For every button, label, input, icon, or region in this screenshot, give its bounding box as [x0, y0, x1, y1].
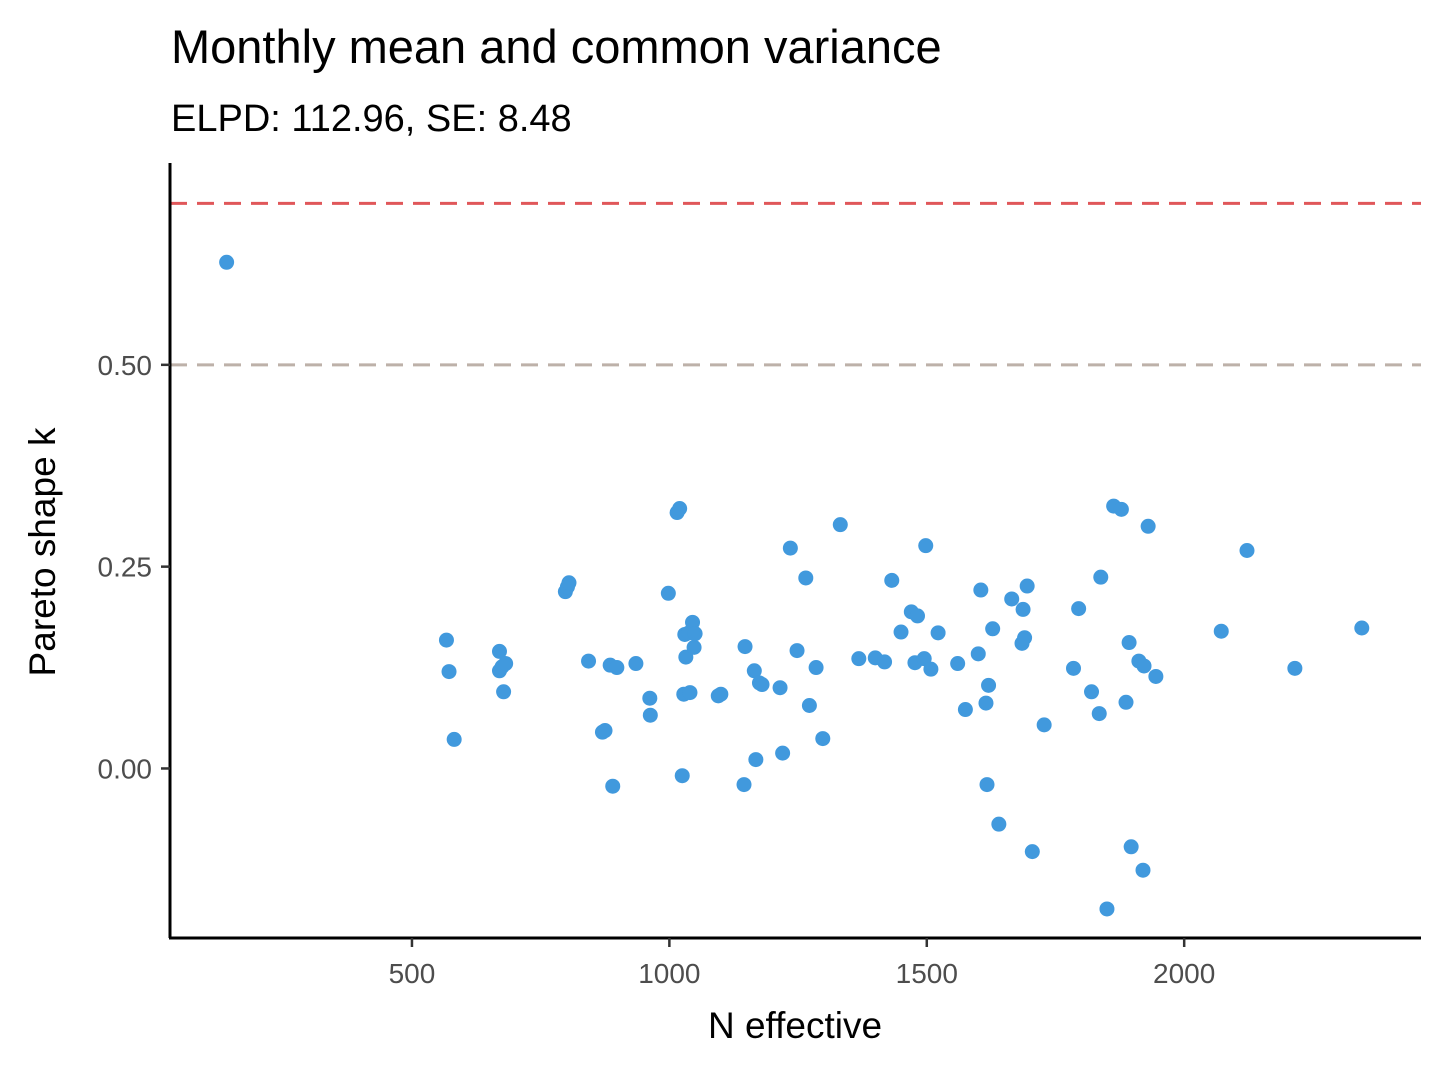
x-tick-label: 500	[389, 958, 436, 989]
data-point	[950, 656, 966, 672]
data-point	[815, 731, 831, 747]
data-point	[609, 660, 625, 676]
data-point	[1093, 569, 1109, 585]
data-point	[491, 643, 507, 659]
data-point	[438, 632, 454, 648]
data-point	[1017, 630, 1033, 646]
data-point	[737, 639, 753, 655]
data-point	[687, 626, 703, 642]
data-point	[1099, 901, 1115, 917]
y-tick-label: 0.00	[98, 753, 153, 784]
chart-subtitle: ELPD: 112.96, SE: 8.48	[171, 98, 572, 140]
x-tick-label: 1000	[638, 958, 700, 989]
data-point	[1071, 601, 1087, 617]
data-point	[1213, 623, 1229, 639]
data-point	[1019, 578, 1035, 594]
data-point	[1239, 543, 1255, 558]
data-point	[978, 695, 994, 711]
data-point	[498, 656, 514, 672]
data-point	[808, 660, 824, 676]
data-point	[736, 777, 752, 793]
reference-lines	[170, 201, 1421, 367]
data-point	[1123, 839, 1139, 855]
data-point	[642, 690, 658, 706]
data-point	[672, 501, 688, 517]
data-point	[685, 614, 701, 630]
data-point	[930, 625, 946, 641]
chart-title: Monthly mean and common variance	[171, 20, 942, 73]
data-point	[1135, 862, 1151, 878]
data-point	[660, 585, 676, 601]
data-point	[581, 653, 597, 669]
data-point	[782, 540, 798, 556]
data-point	[970, 646, 986, 662]
data-point	[642, 707, 658, 723]
data-point	[893, 624, 909, 640]
data-point	[991, 816, 1007, 832]
data-point	[973, 582, 989, 598]
data-point	[1015, 601, 1031, 617]
data-point	[1091, 706, 1107, 722]
data-point	[923, 661, 939, 677]
data-point	[1084, 684, 1100, 700]
data-point	[748, 752, 764, 768]
data-point	[851, 651, 867, 667]
data-point	[597, 723, 613, 739]
data-point	[441, 664, 457, 680]
data-point	[789, 643, 805, 659]
data-point	[1118, 694, 1134, 710]
data-point	[561, 575, 577, 591]
x-tick-label: 2000	[1153, 958, 1215, 989]
data-point	[628, 656, 644, 672]
data-point	[877, 654, 893, 670]
data-point	[219, 254, 235, 270]
data-point	[1036, 717, 1052, 733]
data-point	[496, 684, 512, 700]
data-point	[979, 777, 995, 793]
y-axis-title: Pareto shape k	[22, 427, 63, 676]
data-point	[1004, 591, 1020, 607]
data-point	[1287, 660, 1303, 676]
data-point	[910, 608, 926, 624]
data-point	[981, 677, 997, 693]
data-point	[682, 685, 698, 701]
data-point	[746, 663, 762, 679]
data-point	[674, 768, 690, 784]
data-point	[1066, 660, 1081, 676]
data-point	[605, 778, 621, 794]
data-point	[713, 686, 729, 702]
data-point	[957, 702, 973, 718]
data-point	[801, 698, 817, 713]
data-point	[985, 621, 1001, 637]
y-tick-label: 0.25	[98, 552, 153, 583]
data-point	[775, 745, 791, 761]
data-point	[1148, 668, 1164, 684]
data-points	[219, 254, 1370, 917]
data-point	[1113, 501, 1129, 517]
data-point	[772, 680, 788, 696]
data-point	[832, 517, 848, 533]
x-axis-ticks: 500 1000 1500 2000	[389, 938, 1215, 989]
x-tick-label: 1500	[896, 958, 958, 989]
data-point	[1140, 518, 1156, 534]
data-point	[686, 639, 702, 655]
data-point	[754, 677, 770, 693]
data-point	[446, 731, 462, 747]
data-point	[1354, 620, 1370, 636]
x-axis-title: N effective	[708, 1005, 882, 1046]
data-point	[1121, 635, 1137, 651]
data-point	[798, 570, 814, 586]
data-point	[1024, 844, 1040, 860]
y-axis-ticks: 0.00 0.25 0.50	[98, 350, 170, 784]
y-tick-label: 0.50	[98, 350, 153, 381]
data-point	[918, 538, 934, 554]
data-point	[1136, 658, 1152, 674]
data-point	[884, 572, 900, 588]
